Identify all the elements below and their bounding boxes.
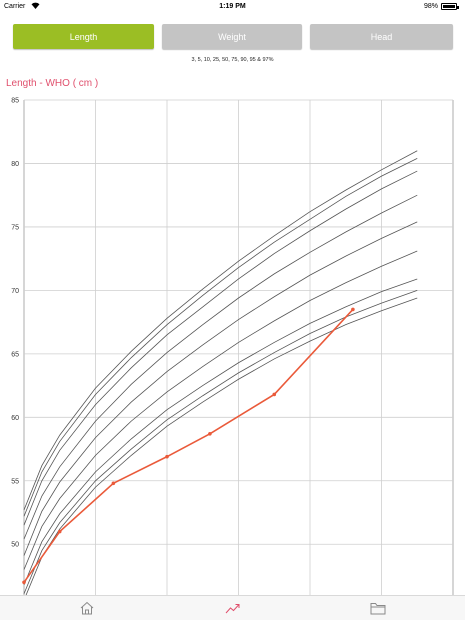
percentile-curve: [23, 221, 418, 556]
measurement-point: [22, 580, 26, 585]
measurement-point: [208, 432, 212, 436]
y-tick-label: 70: [11, 288, 19, 295]
battery-percent: 98%: [423, 3, 438, 10]
y-tick-label: 75: [11, 224, 19, 231]
tab-head[interactable]: Head: [310, 24, 453, 49]
clock: 1:19 PM: [219, 3, 246, 10]
y-tick-label: 60: [11, 415, 19, 422]
y-tick-label: 65: [11, 351, 19, 358]
y-tick-label: 55: [11, 478, 19, 485]
bottom-tab-bar: [0, 595, 465, 620]
folder-icon[interactable]: [370, 601, 386, 615]
percentile-curve: [25, 297, 418, 595]
segment-tabs: Length Weight Head: [13, 24, 453, 49]
tab-length[interactable]: Length: [13, 24, 154, 49]
percentile-curve: [23, 158, 418, 517]
percentile-curve: [23, 250, 418, 570]
tab-weight[interactable]: Weight: [162, 24, 302, 49]
percentiles-caption: 3, 5, 10, 25, 50, 75, 90, 95 & 97%: [191, 57, 274, 63]
growth-chart: 50 55 60 65 70 75 80 85: [11, 98, 454, 595]
measurement-point: [111, 481, 116, 486]
home-icon[interactable]: [79, 601, 95, 615]
measurement-point: [351, 307, 355, 312]
measurement-point: [272, 392, 277, 397]
percentile-curve: [23, 194, 418, 540]
y-tick-label: 50: [11, 542, 19, 549]
battery-icon: [441, 3, 459, 10]
measurement-line: [23, 308, 354, 583]
y-tick-label: 80: [11, 161, 19, 168]
percentile-curve: [23, 290, 418, 594]
measurement-point: [165, 454, 169, 459]
chart-title: Length - WHO ( cm ): [6, 78, 99, 89]
percentile-curve: [23, 170, 418, 526]
percentile-curve: [23, 278, 418, 585]
chart-trend-icon[interactable]: [225, 601, 241, 615]
wifi-icon: [31, 2, 40, 11]
percentile-curve: [23, 150, 418, 511]
status-bar: Carrier 1:19 PM 98%: [0, 0, 465, 14]
carrier-label: Carrier: [4, 3, 26, 10]
y-tick-label: 85: [11, 98, 19, 105]
measurement-point: [57, 529, 62, 534]
